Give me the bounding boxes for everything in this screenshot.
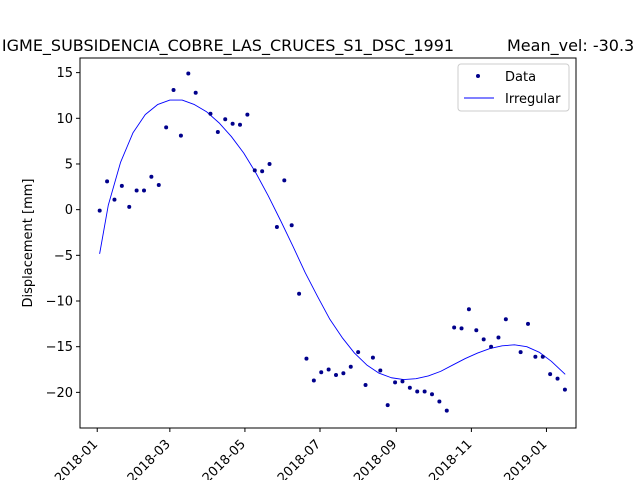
data-point: [437, 399, 442, 404]
data-point: [540, 354, 545, 359]
y-tick-label: 5: [65, 157, 73, 172]
data-point: [319, 370, 324, 375]
data-point: [466, 307, 471, 312]
data-point: [518, 350, 523, 355]
data-point: [178, 133, 183, 138]
y-tick-label: −5: [54, 249, 73, 264]
data-point: [156, 182, 161, 187]
data-point: [142, 188, 146, 193]
data-point: [274, 225, 279, 230]
data-point: [348, 364, 353, 369]
y-axis-label: Displacement [mm]: [21, 179, 36, 308]
plot-area: [97, 71, 567, 413]
data-point: [282, 178, 287, 183]
data-point: [378, 368, 383, 373]
data-point: [119, 183, 124, 188]
data-point: [459, 326, 464, 331]
data-point: [400, 379, 405, 384]
data-point: [112, 197, 117, 202]
data-point: [238, 122, 242, 127]
data-point: [164, 125, 169, 130]
data-point: [334, 373, 338, 378]
data-point: [444, 408, 449, 413]
data-point: [503, 317, 508, 322]
y-tick-label: −20: [46, 386, 73, 401]
data-point: [127, 204, 132, 209]
data-point: [149, 174, 154, 179]
data-point: [245, 112, 250, 117]
data-point: [415, 389, 420, 394]
data-point: [186, 71, 191, 76]
data-point: [548, 372, 553, 377]
data-point: [134, 188, 139, 193]
data-point: [555, 376, 560, 381]
data-point: [230, 121, 235, 126]
data-point: [97, 208, 102, 213]
y-tick-label: −15: [46, 340, 73, 355]
data-point: [252, 168, 257, 173]
data-point: [267, 161, 272, 166]
data-point: [311, 378, 316, 383]
data-point: [393, 380, 398, 385]
data-point: [297, 291, 302, 296]
data-point: [385, 403, 390, 408]
legend-box: [457, 63, 570, 112]
data-point: [489, 344, 494, 349]
y-tick-label: −10: [46, 295, 73, 310]
data-point: [215, 130, 220, 134]
data-point: [526, 321, 530, 326]
y-tick-label: 10: [56, 112, 73, 127]
data-point: [370, 355, 375, 360]
data-point: [422, 389, 427, 394]
data-point: [496, 335, 501, 340]
data-point: [430, 392, 434, 397]
data-point: [105, 179, 110, 184]
y-tick-label: 15: [56, 66, 73, 81]
data-point: [208, 111, 213, 116]
data-point: [223, 117, 228, 122]
data-point: [260, 169, 265, 174]
data-point: [304, 356, 309, 361]
plot-frame: [79, 57, 577, 429]
data-point: [452, 325, 457, 330]
data-point: [562, 387, 567, 392]
chart-title: IGME_SUBSIDENCIA_COBRE_LAS_CRUCES_S1_DSC…: [2, 36, 454, 56]
data-point: [356, 350, 361, 355]
y-axis-ticks: 15 10 5 0 −5 −10 −15 −20: [46, 66, 80, 401]
data-point: [363, 383, 368, 388]
mean-velocity-label: Mean_vel: -30.3: [507, 36, 634, 56]
data-point: [193, 90, 198, 95]
y-tick-label: 0: [65, 203, 73, 218]
data-point: [474, 328, 479, 333]
legend-irregular-label: Irregular: [505, 92, 561, 107]
data-point: [341, 371, 346, 376]
data-point: [171, 87, 176, 92]
legend-data-marker: [476, 74, 480, 78]
legend-data-label: Data: [505, 70, 536, 85]
data-point: [326, 367, 331, 372]
data-point: [289, 223, 294, 228]
legend: Data Irregular: [457, 63, 570, 112]
data-point: [407, 385, 412, 390]
irregular-fit-line: [99, 99, 566, 381]
data-point: [533, 354, 538, 359]
data-point: [481, 337, 486, 342]
